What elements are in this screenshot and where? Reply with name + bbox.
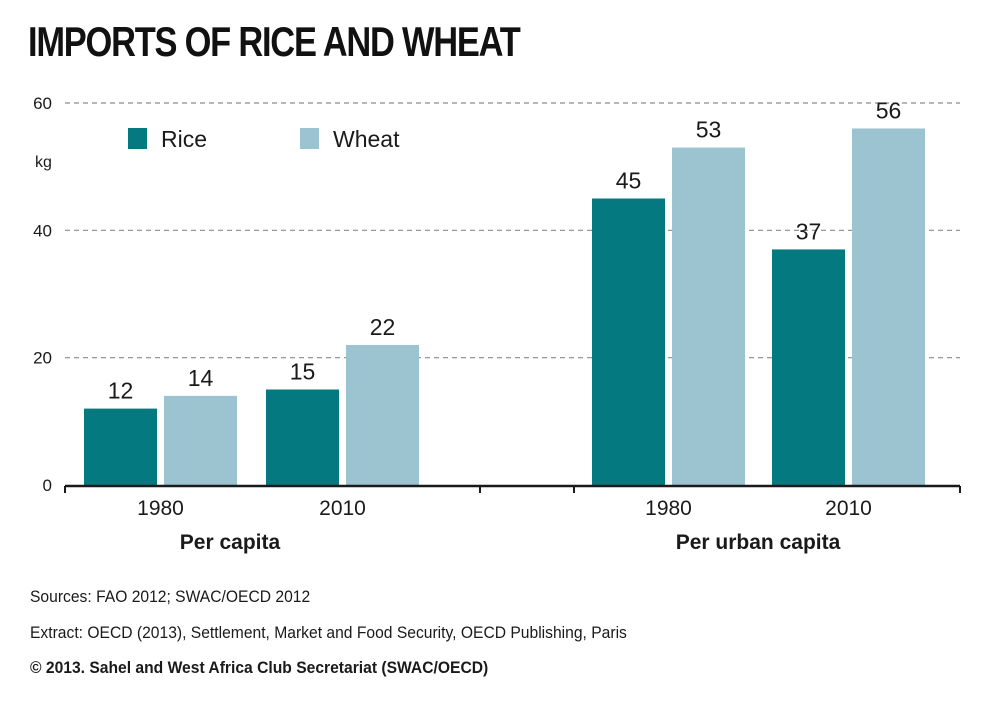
y-tick-label: 20: [33, 349, 52, 368]
copyright-note: © 2013. Sahel and West Africa Club Secre…: [30, 658, 489, 677]
bar-wheat: [852, 128, 925, 485]
legend-swatch: [128, 128, 147, 149]
sources-note: Sources: FAO 2012; SWAC/OECD 2012: [30, 587, 311, 606]
legend-label: Rice: [161, 126, 207, 152]
bars: [84, 128, 925, 486]
legend-swatch: [300, 128, 319, 149]
data-label: 22: [370, 314, 396, 340]
x-tick-label: 2010: [825, 497, 872, 520]
data-label: 53: [696, 117, 722, 143]
group-label: Per capita: [180, 531, 281, 554]
y-tick-label: 60: [33, 94, 52, 113]
chart-title: IMPORTS OF RICE AND WHEAT: [28, 18, 521, 65]
legend: Rice Wheat: [128, 126, 400, 152]
bar-rice: [84, 408, 157, 485]
bar-wheat: [346, 344, 419, 485]
x-tick-label: 1980: [645, 497, 692, 520]
data-label: 14: [188, 365, 214, 391]
y-axis: 0 20 40 60 kg: [33, 94, 52, 495]
data-label: 56: [876, 97, 902, 123]
bar-rice: [592, 198, 665, 485]
data-label: 12: [108, 378, 134, 404]
x-axis: 1980 2010 Per capita 1980 2010 Per urban capi…: [64, 484, 961, 554]
x-tick-label: 1980: [137, 497, 184, 520]
y-tick-label: 0: [43, 476, 52, 495]
bar-wheat: [672, 147, 745, 486]
legend-label: Wheat: [333, 126, 400, 152]
bar-rice: [266, 389, 339, 485]
y-tick-label: 40: [33, 221, 52, 240]
y-axis-unit-label: kg: [35, 154, 52, 171]
x-tick-label: 2010: [319, 497, 366, 520]
bar-rice: [772, 249, 845, 485]
extract-note: Extract: OECD (2013), Settlement, Market…: [30, 623, 627, 642]
data-labels: 12 14 15 22 45 53 37 56: [108, 97, 902, 403]
data-label: 37: [796, 218, 822, 244]
bar-wheat: [164, 395, 237, 485]
data-label: 15: [290, 359, 316, 385]
group-label: Per urban capita: [676, 531, 841, 554]
data-label: 45: [616, 168, 642, 194]
